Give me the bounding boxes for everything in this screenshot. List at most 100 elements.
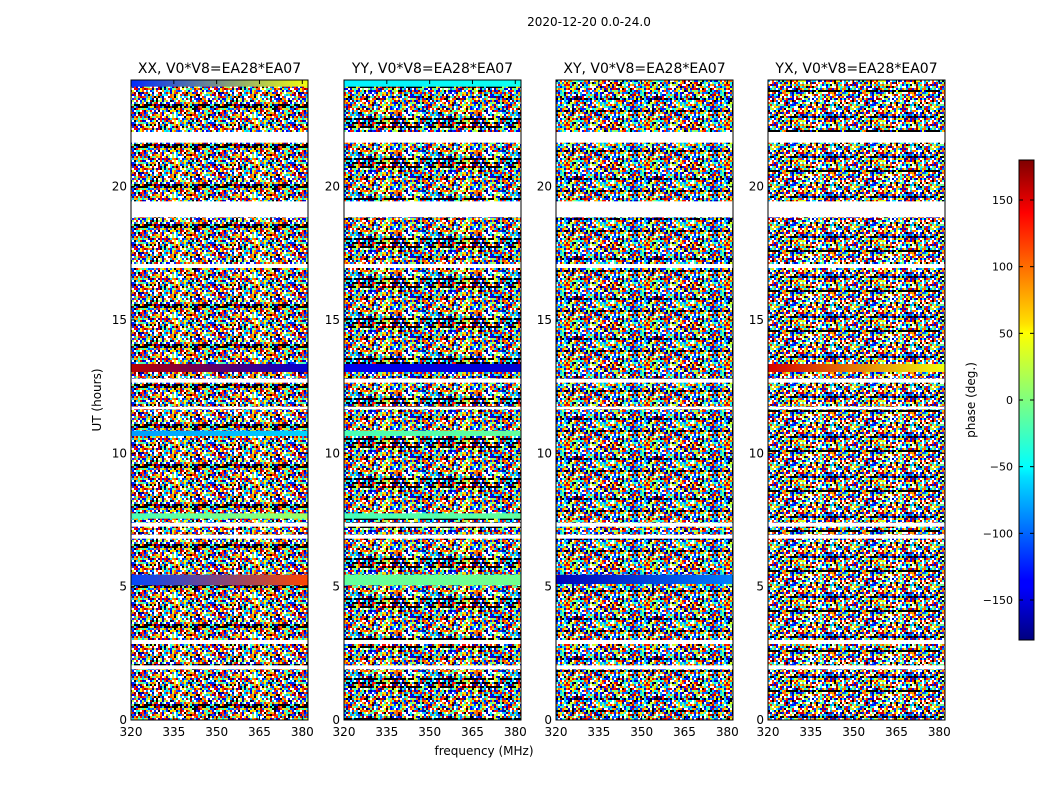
- y-tick-label: 20: [537, 180, 552, 194]
- flagged-gap-3: [556, 264, 733, 268]
- flagged-gap-4: [344, 378, 521, 383]
- panel-4: YX, V0*V8=EA28*EA07 320 335 350 365 380 0 5 10 15…: [749, 61, 951, 739]
- panel-1: XX, V0*V8=EA28*EA07 320 335 350 365 380 0 5 10 15…: [112, 61, 314, 739]
- x-tick-label: 320: [545, 725, 568, 739]
- flagged-gap-2: [768, 201, 945, 218]
- y-axis-label: UT (hours): [90, 368, 104, 431]
- y-tick-label: 20: [749, 180, 764, 194]
- panels-group: XX, V0*V8=EA28*EA07 320 335 350 365 380 0 5 10 15…: [112, 61, 951, 739]
- flagged-gap-6: [556, 522, 733, 527]
- flagged-gap-5: [344, 406, 521, 410]
- coherent-phase-band-4: [344, 513, 521, 519]
- y-tick-label: 15: [112, 313, 127, 327]
- panel-title: YX, V0*V8=EA28*EA07: [774, 61, 937, 77]
- colorbar-tick-label: −50: [990, 461, 1013, 474]
- coherent-phase-band-3: [344, 430, 521, 436]
- phase-noise-image: [344, 80, 521, 720]
- flagged-gap-9: [131, 665, 308, 670]
- x-tick-label: 365: [885, 725, 908, 739]
- colorbar-tick-label: 0: [1006, 394, 1013, 407]
- flagged-gap-5: [768, 406, 945, 410]
- flagged-gap-7: [556, 534, 733, 539]
- y-tick-label: 5: [119, 580, 127, 594]
- coherent-phase-band-2: [131, 364, 308, 372]
- x-tick-label: 380: [928, 725, 951, 739]
- coherent-phase-band-1: [131, 80, 308, 87]
- flagged-gap-1: [344, 132, 521, 143]
- flagged-gap-5: [556, 406, 733, 410]
- y-tick-label: 0: [544, 713, 552, 727]
- panel-title: YY, V0*V8=EA28*EA07: [351, 61, 513, 77]
- flagged-gap-9: [768, 665, 945, 670]
- y-tick-label: 20: [325, 180, 340, 194]
- flagged-gap-8: [344, 640, 521, 644]
- x-tick-label: 350: [418, 725, 441, 739]
- colorbar-tick-label: 100: [992, 261, 1013, 274]
- x-tick-label: 365: [461, 725, 484, 739]
- panel-frame: [555, 79, 734, 721]
- x-tick-label: 335: [587, 725, 610, 739]
- flagged-gap-1: [556, 132, 733, 143]
- flagged-gap-2: [131, 201, 308, 218]
- x-tick-label: 335: [799, 725, 822, 739]
- x-tick-label: 380: [291, 725, 314, 739]
- flagged-gap-8: [131, 640, 308, 644]
- colorbar-tick-label: 50: [999, 327, 1013, 340]
- flagged-gap-6: [131, 522, 308, 527]
- panel-title: XY, V0*V8=EA28*EA07: [563, 61, 725, 77]
- figure-suptitle: 2020-12-20 0.0-24.0: [527, 15, 651, 29]
- y-tick-label: 15: [537, 313, 552, 327]
- y-tick-label: 10: [537, 446, 552, 460]
- x-tick-label: 365: [248, 725, 271, 739]
- flagged-gap-4: [131, 378, 308, 383]
- y-tick-label: 0: [332, 713, 340, 727]
- flagged-gap-6: [344, 522, 521, 527]
- x-tick-label: 380: [716, 725, 739, 739]
- flagged-gap-1: [131, 132, 308, 143]
- y-tick-label: 10: [112, 446, 127, 460]
- flagged-gap-7: [768, 534, 945, 539]
- flagged-gap-8: [768, 640, 945, 644]
- y-tick-label: 20: [112, 180, 127, 194]
- x-tick-label: 320: [757, 725, 780, 739]
- colorbar-ticks: −150 −100 −50 0 50 100 150: [983, 194, 1034, 607]
- coherent-phase-band-5: [344, 574, 521, 586]
- panel-frame: [767, 79, 946, 721]
- y-tick-label: 5: [332, 580, 340, 594]
- colorbar: −150 −100 −50 0 50 100 150 phase (deg.): [964, 159, 1035, 641]
- flagged-gap-2: [344, 201, 521, 218]
- flagged-gap-1: [768, 132, 945, 143]
- colorbar-label: phase (deg.): [964, 362, 978, 438]
- x-tick-label: 350: [205, 725, 228, 739]
- flagged-gap-3: [768, 264, 945, 268]
- flagged-gap-9: [344, 665, 521, 670]
- x-tick-label: 320: [333, 725, 356, 739]
- panel-2: YY, V0*V8=EA28*EA07 320 335 350 365 380 0 5 10 15…: [325, 61, 527, 739]
- panel-title: XX, V0*V8=EA28*EA07: [138, 61, 301, 77]
- y-tick-label: 0: [119, 713, 127, 727]
- y-tick-label: 0: [756, 713, 764, 727]
- coherent-phase-band-5: [131, 574, 308, 586]
- flagged-gap-5: [131, 406, 308, 410]
- phase-noise-image: [556, 80, 733, 720]
- coherent-phase-band-4: [131, 513, 308, 519]
- coherent-phase-band-3: [131, 430, 308, 436]
- x-tick-label: 350: [842, 725, 865, 739]
- colorbar-tick-label: −100: [983, 527, 1013, 540]
- x-tick-label: 380: [504, 725, 527, 739]
- flagged-gap-6: [768, 522, 945, 527]
- x-tick-label: 335: [162, 725, 185, 739]
- flagged-gap-3: [344, 264, 521, 268]
- flagged-gap-9: [556, 665, 733, 670]
- flagged-gap-4: [768, 378, 945, 383]
- x-axis-label: frequency (MHz): [434, 744, 533, 758]
- x-tick-label: 365: [673, 725, 696, 739]
- panel-frame: [343, 79, 522, 721]
- flagged-gap-7: [131, 534, 308, 539]
- flagged-gap-8: [556, 640, 733, 644]
- panel-3: XY, V0*V8=EA28*EA07 320 335 350 365 380 0 5 10 15…: [537, 61, 739, 739]
- panel-frame: [130, 79, 309, 721]
- flagged-gap-4: [556, 378, 733, 383]
- y-tick-label: 10: [749, 446, 764, 460]
- coherent-phase-band-1: [556, 574, 733, 584]
